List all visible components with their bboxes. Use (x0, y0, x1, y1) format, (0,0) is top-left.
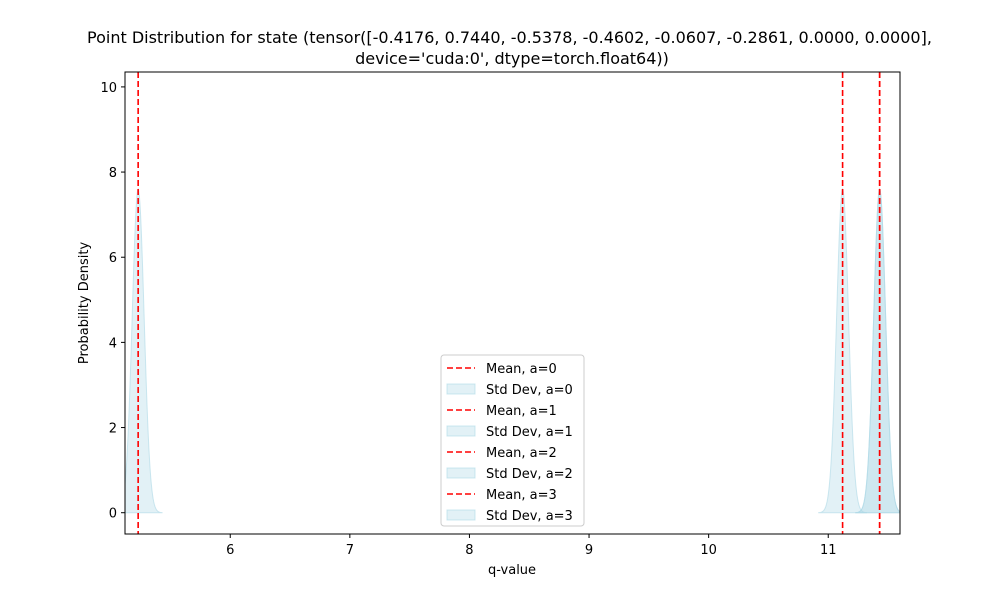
x-tick-label-8: 8 (465, 543, 473, 558)
legend-box (440, 354, 585, 527)
y-tick-label-0: 0 (109, 507, 117, 522)
plot-area (125, 72, 900, 534)
legend: Mean, a=0 Std Dev, a=0 Mean, a=1 Std Dev, a… (440, 354, 585, 527)
axes: 6 7 8 9 10 11 0 2 4 6 8 10 (100, 71, 901, 558)
y-tick-label-6: 6 (109, 251, 117, 266)
y-tick-label-4: 4 (109, 336, 117, 351)
x-tick-label-7: 7 (346, 543, 354, 558)
axes-frame (124, 71, 901, 535)
legend-label-1: Std Dev, a=0 (486, 383, 573, 398)
legend-swatch-3 (446, 425, 476, 437)
legend-swatch-5 (446, 467, 476, 479)
legend-label-2: Mean, a=1 (486, 404, 557, 419)
legend-swatch-1 (446, 383, 476, 395)
x-axis-label: q-value (488, 563, 536, 578)
y-tick-label-8: 8 (109, 166, 117, 181)
legend-label-0: Mean, a=0 (486, 362, 557, 377)
x-tick-label-9: 9 (585, 543, 593, 558)
legend-label-6: Mean, a=3 (486, 488, 557, 503)
x-tick-label-6: 6 (226, 543, 234, 558)
legend-swatch-7 (446, 509, 476, 521)
legend-label-5: Std Dev, a=2 (486, 467, 573, 482)
y-tick-label-10: 10 (100, 81, 117, 96)
plot-content (125, 72, 900, 534)
chart-title-line-2: device='cuda:0', dtype=torch.float64)) (355, 49, 669, 68)
legend-label-3: Std Dev, a=1 (486, 425, 573, 440)
y-tick-label-2: 2 (109, 422, 117, 437)
x-tick-label-10: 10 (700, 543, 717, 558)
legend-label-7: Std Dev, a=3 (486, 509, 573, 524)
y-axis-label: Probability Density (77, 242, 92, 365)
x-tick-label-11: 11 (820, 543, 837, 558)
chart-title: Point Distribution for state (tensor([-0… (87, 28, 937, 68)
chart-title-line-1: Point Distribution for state (tensor([-0… (87, 28, 932, 47)
legend-label-4: Mean, a=2 (486, 446, 557, 461)
